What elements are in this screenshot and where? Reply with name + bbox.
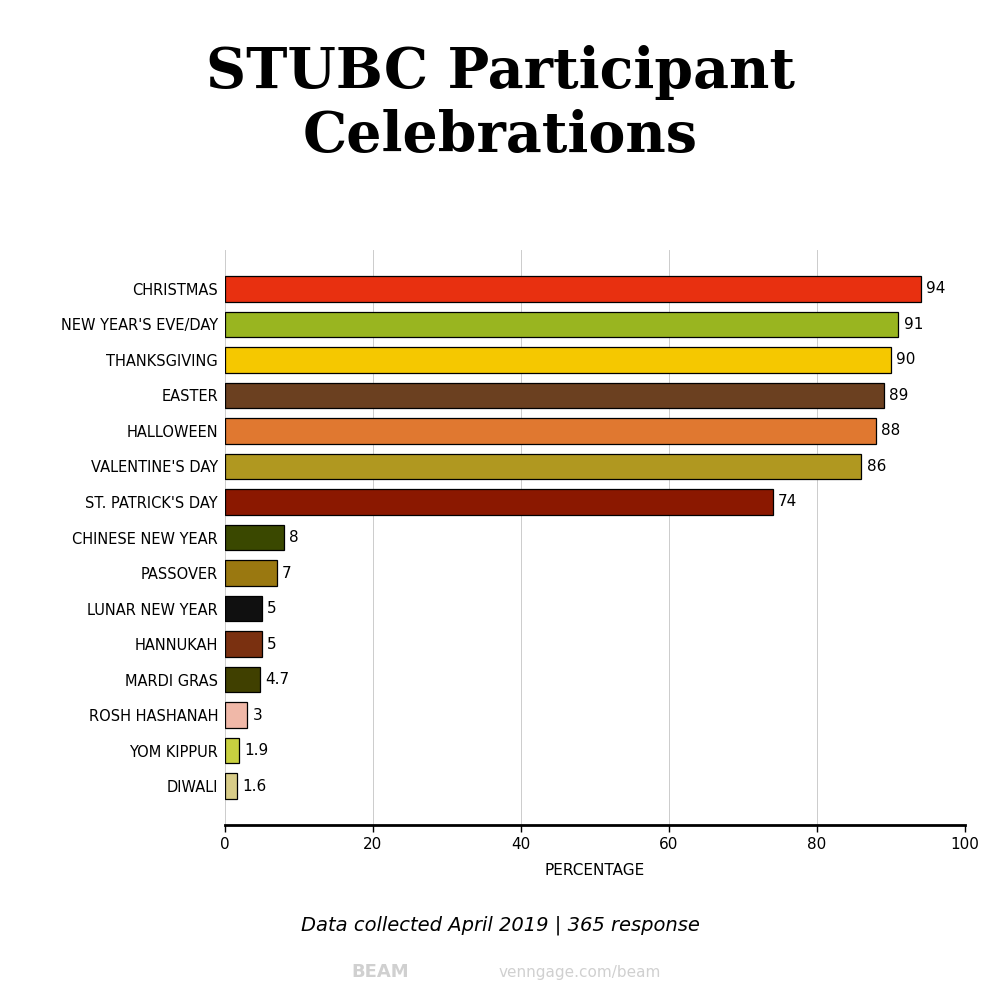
Bar — [225, 525, 284, 550]
Bar — [225, 773, 237, 799]
Text: STUBC Participant
Celebrations: STUBC Participant Celebrations — [206, 45, 794, 164]
Bar — [225, 596, 262, 621]
Text: Data collected April 2019 | 365 response: Data collected April 2019 | 365 response — [301, 915, 699, 935]
Text: venngage.com/beam: venngage.com/beam — [499, 964, 661, 980]
Bar — [225, 347, 891, 373]
Text: 4.7: 4.7 — [265, 672, 289, 687]
Bar — [225, 454, 861, 479]
Text: 91: 91 — [904, 317, 923, 332]
Text: 5: 5 — [267, 601, 277, 616]
Text: 89: 89 — [889, 388, 908, 403]
Bar — [225, 667, 260, 692]
Bar — [225, 489, 773, 515]
Text: 7: 7 — [282, 566, 292, 581]
Bar — [225, 383, 884, 408]
Text: 90: 90 — [896, 352, 916, 367]
Bar — [225, 312, 898, 337]
Bar — [225, 276, 921, 302]
Text: 1.9: 1.9 — [244, 743, 268, 758]
Bar — [225, 631, 262, 657]
X-axis label: PERCENTAGE: PERCENTAGE — [545, 863, 645, 878]
Bar — [225, 702, 247, 728]
Text: 3: 3 — [252, 708, 262, 723]
Text: 74: 74 — [778, 494, 797, 509]
Text: 5: 5 — [267, 637, 277, 652]
Text: 86: 86 — [867, 459, 886, 474]
Bar — [225, 738, 239, 763]
Text: 1.6: 1.6 — [242, 779, 266, 794]
Bar — [225, 418, 876, 444]
Text: 88: 88 — [881, 423, 901, 438]
Bar — [225, 560, 277, 586]
Text: BEAM: BEAM — [351, 963, 409, 981]
Text: 94: 94 — [926, 281, 945, 296]
Text: 8: 8 — [289, 530, 299, 545]
